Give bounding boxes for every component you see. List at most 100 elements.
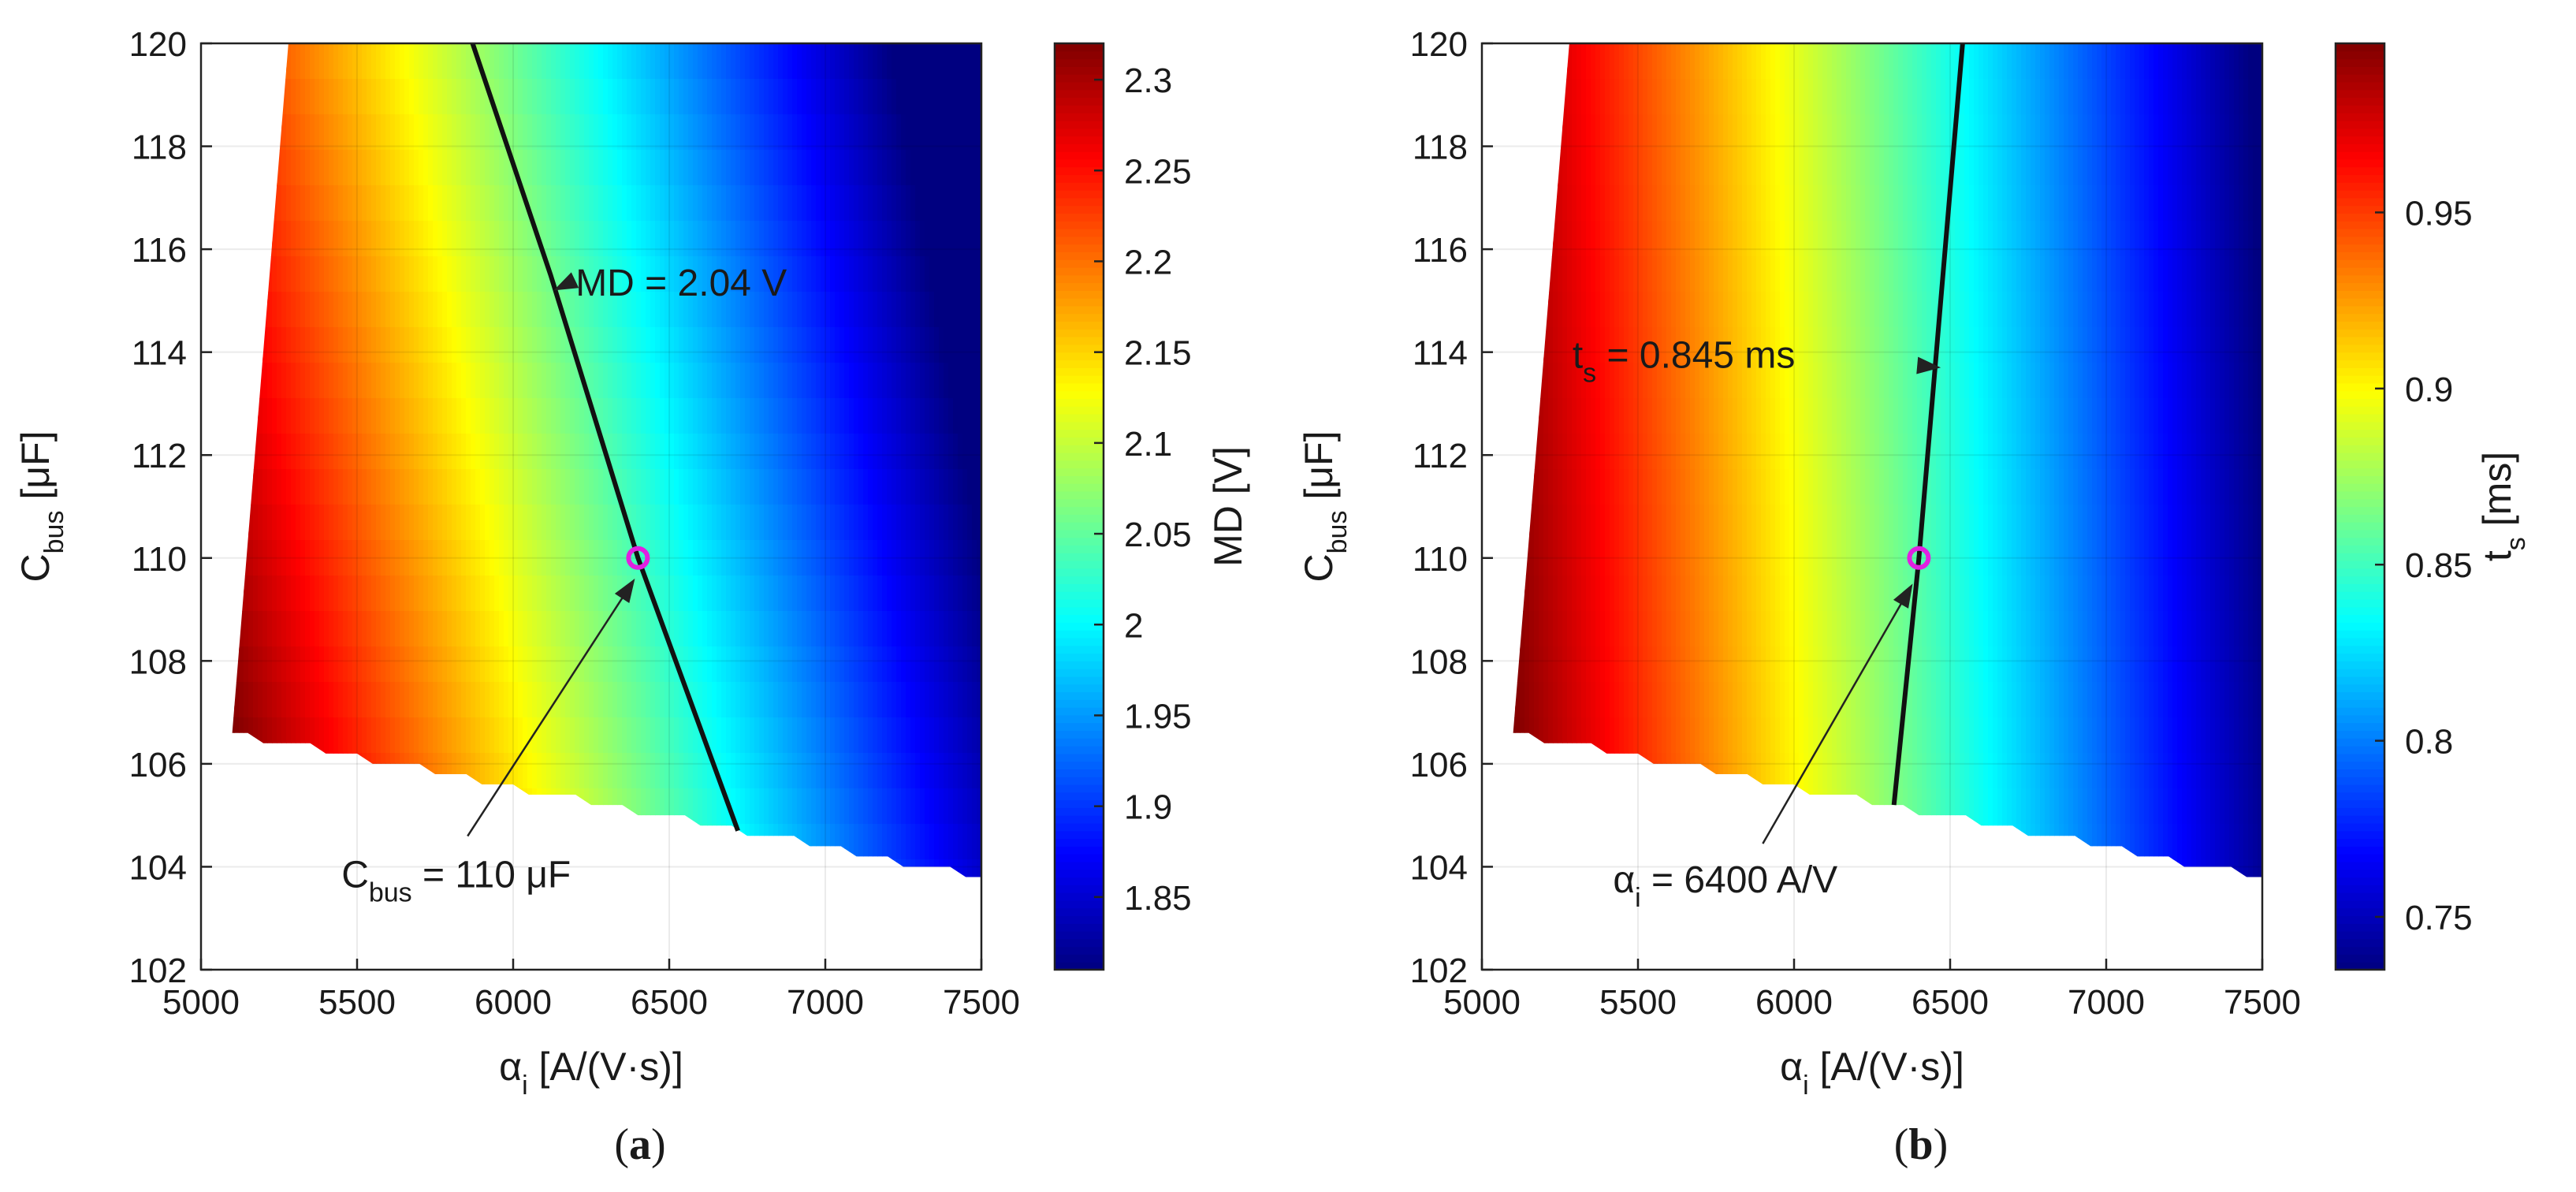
- heatmap-cell: [357, 79, 363, 115]
- heatmap-cell: [669, 363, 675, 399]
- heatmap-cell: [579, 43, 585, 80]
- heatmap-cell: [414, 43, 419, 80]
- heatmap-cell: [272, 221, 277, 257]
- heatmap-cell: [806, 469, 812, 505]
- heatmap-cell: [329, 682, 334, 718]
- heatmap-cell: [816, 611, 821, 647]
- heatmap-cell: [944, 363, 949, 399]
- heatmap-cell: [570, 966, 575, 1002]
- heatmap-cell: [797, 611, 802, 647]
- heatmap-cell: [773, 434, 779, 470]
- heatmap-cell: [896, 469, 902, 505]
- heatmap-cell: [589, 398, 594, 434]
- heatmap-cell: [437, 256, 443, 292]
- heatmap-cell: [896, 327, 902, 363]
- heatmap-cell: [759, 646, 765, 683]
- heatmap-cell: [754, 540, 760, 576]
- heatmap-cell: [664, 114, 670, 151]
- heatmap-cell: [901, 292, 906, 328]
- heatmap-cell: [892, 434, 897, 470]
- heatmap-cell: [773, 540, 779, 576]
- heatmap-cell: [281, 221, 287, 257]
- heatmap-cell: [527, 611, 533, 647]
- heatmap-cell: [603, 150, 609, 186]
- heatmap-cell: [395, 114, 400, 151]
- heatmap-cell: [702, 398, 708, 434]
- heatmap-cell: [286, 79, 292, 115]
- heatmap-cell: [750, 611, 755, 647]
- heatmap-cell: [490, 505, 495, 541]
- heatmap-cell: [882, 611, 888, 647]
- heatmap-cell: [352, 646, 358, 683]
- heatmap-cell: [631, 185, 637, 222]
- heatmap-cell: [839, 505, 845, 541]
- heatmap-cell: [513, 646, 519, 683]
- heatmap-cell: [915, 505, 921, 541]
- heatmap-cell: [570, 682, 575, 718]
- heatmap-cell: [627, 114, 632, 151]
- heatmap-cell: [494, 398, 500, 434]
- heatmap-cell: [811, 434, 817, 470]
- heatmap-cell: [594, 363, 599, 399]
- heatmap-cell: [480, 611, 486, 647]
- heatmap-cell: [759, 398, 765, 434]
- heatmap-cell: [655, 292, 661, 328]
- heatmap-cell: [693, 753, 698, 789]
- heatmap-cell: [428, 292, 434, 328]
- heatmap-cell: [556, 753, 561, 789]
- heatmap-cell: [977, 292, 982, 328]
- heatmap-cell: [721, 788, 727, 825]
- heatmap-cell: [362, 114, 367, 151]
- heatmap-cell: [480, 398, 486, 434]
- heatmap-cell: [915, 824, 921, 860]
- heatmap-cell: [868, 434, 873, 470]
- heatmap-cell: [523, 327, 528, 363]
- heatmap-cell: [518, 611, 523, 647]
- heatmap-cell: [404, 292, 410, 328]
- heatmap-cell: [475, 469, 481, 505]
- heatmap-cell: [892, 292, 897, 328]
- heatmap-cell: [570, 717, 575, 754]
- heatmap-cell: [475, 753, 481, 789]
- heatmap-cell: [679, 327, 684, 363]
- heatmap-cell: [811, 185, 817, 222]
- heatmap-cell: [910, 292, 916, 328]
- heatmap-cell: [972, 363, 977, 399]
- heatmap-cell: [858, 505, 864, 541]
- heatmap-cell: [239, 611, 244, 647]
- heatmap-cell: [631, 114, 637, 151]
- heatmap-cell: [754, 43, 760, 80]
- heatmap-cell: [281, 966, 287, 1002]
- heatmap-cell: [352, 611, 358, 647]
- heatmap-cell: [920, 717, 925, 754]
- heatmap-cell: [967, 469, 973, 505]
- heatmap-cell: [537, 505, 542, 541]
- heatmap-cell: [731, 292, 736, 328]
- heatmap-cell: [371, 434, 377, 470]
- heatmap-cell: [409, 505, 415, 541]
- heatmap-cell: [702, 114, 708, 151]
- heatmap-cell: [892, 540, 897, 576]
- heatmap-cell: [603, 646, 609, 683]
- heatmap-cell: [896, 114, 902, 151]
- x-tick-label: 7000: [787, 983, 864, 1022]
- heatmap-cell: [286, 43, 292, 80]
- heatmap-cell: [631, 753, 637, 789]
- heatmap-cell: [523, 363, 528, 399]
- heatmap-cell: [646, 292, 651, 328]
- heatmap-cell: [367, 505, 372, 541]
- heatmap-cell: [797, 753, 802, 789]
- heatmap-cell: [740, 363, 746, 399]
- heatmap-cell: [858, 79, 864, 115]
- colorbar-segment: [1055, 777, 1104, 785]
- heatmap-cell: [735, 398, 741, 434]
- heatmap-cell: [348, 185, 353, 222]
- heatmap-cell: [537, 682, 542, 718]
- heatmap-cell: [471, 185, 476, 222]
- heatmap-cell: [518, 292, 523, 328]
- heatmap-cell: [272, 717, 277, 754]
- heatmap-cell: [920, 114, 925, 151]
- heatmap-cell: [962, 114, 968, 151]
- heatmap-cell: [702, 43, 708, 80]
- heatmap-cell: [267, 611, 273, 647]
